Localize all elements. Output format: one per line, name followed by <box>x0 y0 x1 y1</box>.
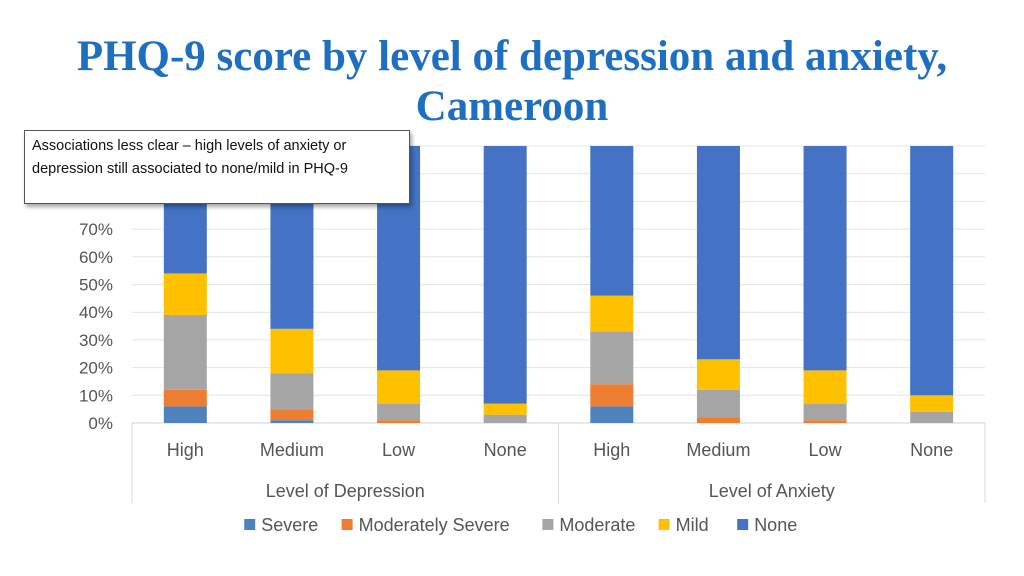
bar-segment <box>377 420 421 423</box>
legend: Severe Moderately Severe Moderate Mild None <box>244 515 797 535</box>
y-tick-label: 30% <box>79 331 113 350</box>
slide-title: PHQ-9 score by level of depression and a… <box>76 33 948 130</box>
legend-swatch <box>542 519 554 530</box>
bars <box>163 146 954 423</box>
callout-note: Associations less clear – high levels of… <box>24 130 410 204</box>
bar-segment <box>590 295 634 332</box>
bar-segment <box>163 406 207 423</box>
bar-segment <box>696 359 740 390</box>
bar-segment <box>270 409 314 421</box>
bar-segment <box>696 417 740 423</box>
x-tick-label: None <box>484 440 527 460</box>
bar-segment <box>803 370 847 404</box>
bar-segment <box>270 420 314 423</box>
legend-label: None <box>754 515 797 535</box>
y-tick-label: 50% <box>79 276 113 295</box>
bar-segment <box>696 146 740 360</box>
bar-segment <box>483 146 527 404</box>
bar-segment <box>803 403 847 421</box>
bar-segment <box>803 420 847 423</box>
x-tick-label: High <box>167 440 204 460</box>
bar-segment <box>803 146 847 371</box>
y-tick-label: 60% <box>79 248 113 267</box>
bar-segment <box>590 331 634 385</box>
legend-swatch <box>658 519 670 530</box>
bar-segment <box>590 406 634 423</box>
bar-segment <box>483 414 527 423</box>
bar-segment <box>163 389 207 407</box>
legend-label: Severe <box>261 515 318 535</box>
legend-swatch <box>737 519 749 530</box>
x-tick-label: Low <box>809 440 843 460</box>
y-tick-label: 40% <box>79 303 113 322</box>
x-axis: High Medium Low None Level of Depression High… <box>131 423 986 503</box>
legend-label: Moderate <box>559 515 635 535</box>
x-tick-label: Medium <box>260 440 324 460</box>
bar-segment <box>910 395 954 412</box>
y-axis: 0% 10% 20% 30% 40% 50% 60% 70% <box>79 220 113 433</box>
legend-label: Moderately Severe <box>359 515 510 535</box>
bar-segment <box>590 146 634 296</box>
bar-segment <box>377 370 421 404</box>
x-tick-label: Low <box>382 440 416 460</box>
x-tick-label: Medium <box>686 440 750 460</box>
y-tick-label: 0% <box>88 414 113 433</box>
y-tick-label: 70% <box>79 220 113 239</box>
bar-segment <box>696 389 740 418</box>
x-tick-label: None <box>910 440 953 460</box>
bar-segment <box>270 373 314 410</box>
bar-segment <box>270 328 314 374</box>
legend-swatch <box>244 519 256 530</box>
x-tick-label: High <box>593 440 630 460</box>
bar-segment <box>163 314 207 390</box>
group-label: Level of Anxiety <box>709 481 835 501</box>
legend-swatch <box>341 519 353 530</box>
bar-segment <box>910 146 954 396</box>
bar-segment <box>910 411 954 423</box>
bar-segment <box>163 273 207 315</box>
y-tick-label: 10% <box>79 386 113 405</box>
y-tick-label: 20% <box>79 359 113 378</box>
bar-segment <box>483 403 527 415</box>
bar-segment <box>590 384 634 407</box>
bar-segment <box>377 403 421 421</box>
legend-label: Mild <box>676 515 709 535</box>
group-label: Level of Depression <box>266 481 425 501</box>
